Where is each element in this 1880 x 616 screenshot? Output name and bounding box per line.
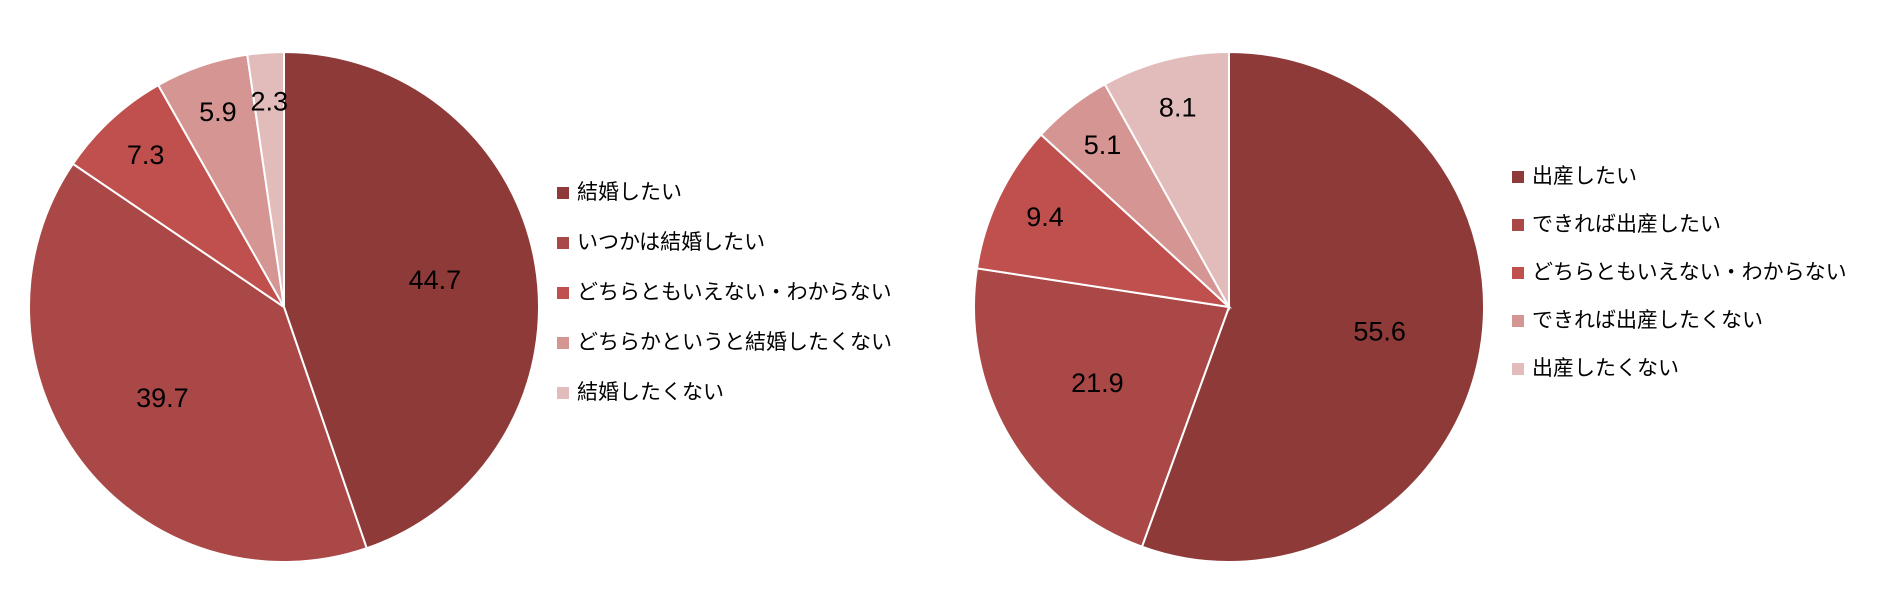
legend-swatch <box>557 287 569 299</box>
legend-label: できれば出産したくない <box>1532 308 1763 332</box>
pie-slice <box>71 83 285 308</box>
legend-label: どちらともいえない・わからない <box>577 280 892 304</box>
data-label: 9.4 <box>1026 202 1064 232</box>
pie-slice <box>28 162 368 563</box>
legend-label: できれば出産したい <box>1532 212 1721 236</box>
legend-label: 結婚したい <box>577 180 682 204</box>
legend-swatch <box>557 387 569 399</box>
legend-swatch <box>557 187 569 199</box>
legend-swatch <box>557 337 569 349</box>
pie-slice <box>972 267 1231 548</box>
data-label: 8.1 <box>1159 93 1197 123</box>
legend-swatch <box>557 237 569 249</box>
legend-label: いつかは結婚したい <box>577 230 765 254</box>
legend-swatch <box>1512 363 1524 375</box>
legend-label: 出産したくない <box>1532 356 1679 380</box>
legend-swatch <box>1512 219 1524 231</box>
pie-slice <box>1103 50 1230 311</box>
legend-swatch <box>1512 315 1524 327</box>
legend-label: 出産したい <box>1532 164 1637 188</box>
legend-swatch <box>1512 171 1524 183</box>
legend-label: どちらかというと結婚したくない <box>577 330 892 354</box>
data-label: 7.3 <box>127 140 165 170</box>
pie-slice <box>283 50 540 550</box>
data-label: 39.7 <box>136 383 189 413</box>
data-label: 55.6 <box>1353 317 1406 347</box>
data-label: 21.9 <box>1071 368 1124 398</box>
data-label: 5.1 <box>1084 130 1122 160</box>
data-label: 2.3 <box>250 87 288 117</box>
legend-label: 結婚したくない <box>577 380 724 404</box>
legend-swatch <box>1512 267 1524 279</box>
pie-slice <box>246 50 285 308</box>
pie-slice <box>975 133 1233 309</box>
data-label: 5.9 <box>199 97 237 127</box>
data-label: 44.7 <box>409 265 462 295</box>
legend-label: どちらともいえない・わからない <box>1532 260 1847 284</box>
pie-slice <box>1140 50 1485 563</box>
